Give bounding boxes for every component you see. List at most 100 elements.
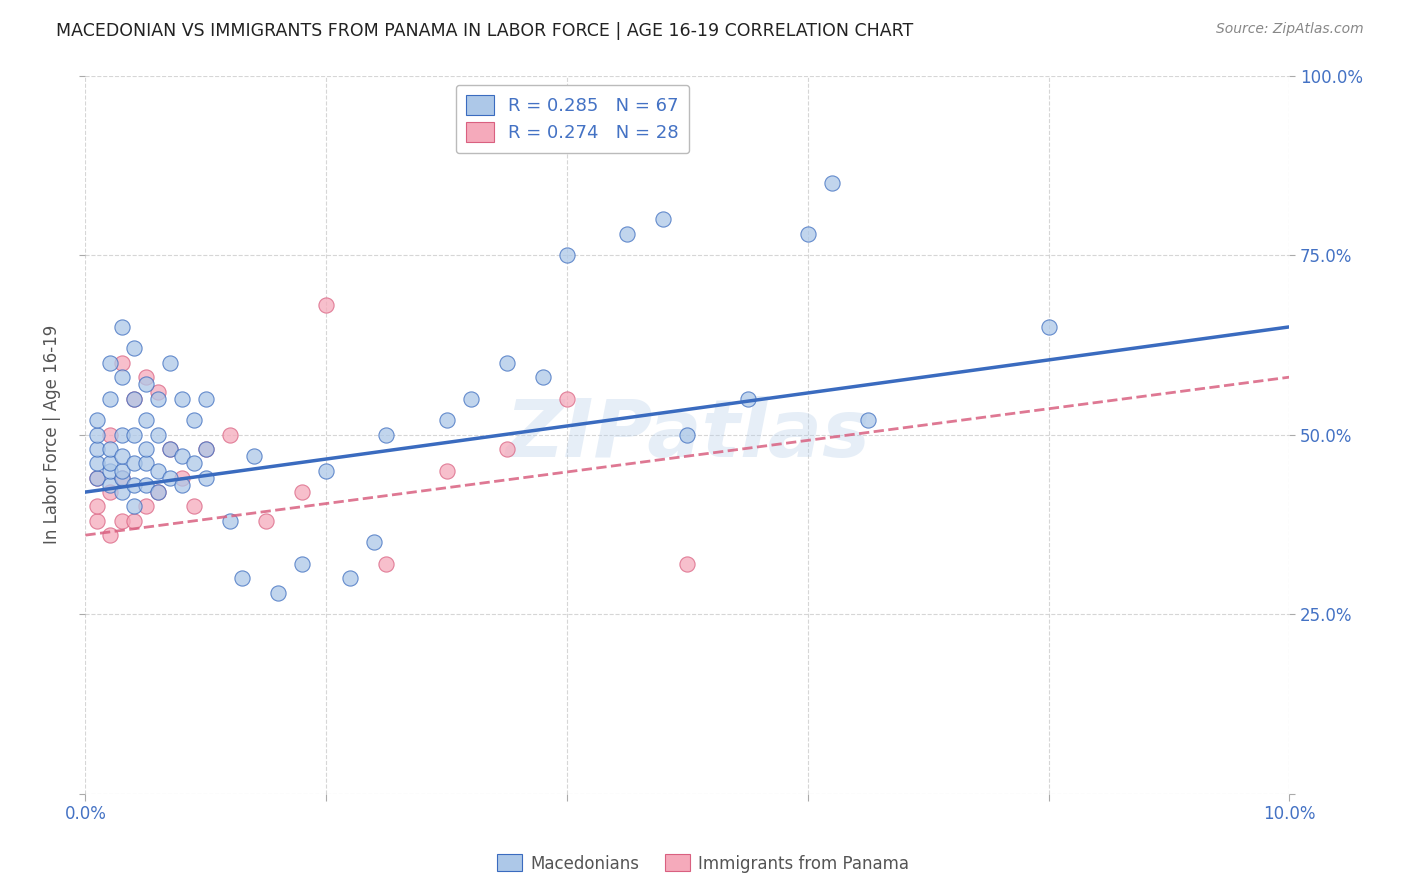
Point [183,413,205,427]
Point [146,463,169,477]
Point [555,248,578,262]
Point [98,456,121,470]
Point [135,413,157,427]
Point [170,449,193,463]
Point [135,478,157,492]
Point [219,427,242,442]
Point [363,535,385,549]
Point [110,485,132,500]
Point [436,413,458,427]
Point [110,449,132,463]
Point [194,442,217,456]
Point [170,478,193,492]
Point [122,392,145,406]
Point [315,463,337,477]
Point [737,392,759,406]
Point [159,442,181,456]
Point [86,471,108,485]
Point [122,427,145,442]
Legend: Macedonians, Immigrants from Panama: Macedonians, Immigrants from Panama [491,847,915,880]
Point [98,463,121,477]
Point [135,500,157,514]
Point [555,392,578,406]
Point [122,514,145,528]
Point [531,370,554,384]
Point [98,442,121,456]
Legend: R = 0.285   N = 67, R = 0.274   N = 28: R = 0.285 N = 67, R = 0.274 N = 28 [456,85,689,153]
Point [375,557,398,571]
Point [267,585,290,599]
Point [110,514,132,528]
Point [110,471,132,485]
Point [146,427,169,442]
Point [1038,319,1060,334]
Point [652,212,675,227]
Point [98,478,121,492]
Point [146,485,169,500]
Point [122,456,145,470]
Point [797,227,820,241]
Text: Source: ZipAtlas.com: Source: ZipAtlas.com [1216,22,1364,37]
Point [291,557,314,571]
Point [375,427,398,442]
Point [86,514,108,528]
Y-axis label: In Labor Force | Age 16-19: In Labor Force | Age 16-19 [44,325,60,544]
Point [98,392,121,406]
Point [86,442,108,456]
Point [122,342,145,356]
Point [86,500,108,514]
Point [821,176,844,190]
Text: MACEDONIAN VS IMMIGRANTS FROM PANAMA IN LABOR FORCE | AGE 16-19 CORRELATION CHAR: MACEDONIAN VS IMMIGRANTS FROM PANAMA IN … [56,22,914,40]
Point [291,485,314,500]
Point [194,442,217,456]
Point [194,471,217,485]
Point [676,557,699,571]
Point [122,478,145,492]
Point [219,514,242,528]
Point [339,571,361,585]
Point [231,571,253,585]
Point [135,377,157,392]
Point [170,471,193,485]
Point [183,456,205,470]
Point [243,449,266,463]
Point [110,427,132,442]
Point [460,392,482,406]
Point [194,392,217,406]
Point [110,471,132,485]
Point [98,427,121,442]
Point [86,427,108,442]
Point [616,227,638,241]
Point [98,356,121,370]
Point [110,463,132,477]
Point [495,442,517,456]
Point [170,392,193,406]
Point [122,392,145,406]
Point [146,384,169,399]
Text: ZIPatlas: ZIPatlas [505,395,870,474]
Point [315,298,337,312]
Point [135,442,157,456]
Point [159,442,181,456]
Point [183,500,205,514]
Point [135,370,157,384]
Point [110,370,132,384]
Point [436,463,458,477]
Point [98,528,121,542]
Point [110,356,132,370]
Point [135,456,157,470]
Point [122,500,145,514]
Point [146,392,169,406]
Point [86,456,108,470]
Point [86,413,108,427]
Point [159,471,181,485]
Point [86,471,108,485]
Point [254,514,277,528]
Point [98,485,121,500]
Point [146,485,169,500]
Point [676,427,699,442]
Point [159,356,181,370]
Point [495,356,517,370]
Point [856,413,879,427]
Point [110,319,132,334]
